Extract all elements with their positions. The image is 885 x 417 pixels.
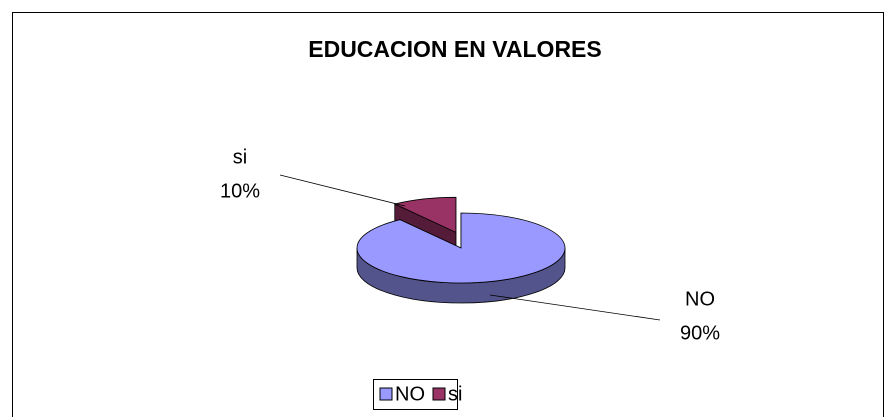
leader-line xyxy=(489,294,661,321)
legend-swatch xyxy=(379,387,393,401)
pie-slice xyxy=(393,196,457,233)
legend-label: si xyxy=(448,383,462,405)
data-label-name: si xyxy=(233,146,247,168)
pie-slice xyxy=(356,212,566,284)
data-label-value: 90% xyxy=(680,322,720,344)
leader-line xyxy=(279,174,406,207)
legend-label: NO xyxy=(395,383,425,405)
chart-title: EDUCACION EN VALORES xyxy=(308,36,602,62)
data-label-name: NO xyxy=(685,288,715,310)
legend-swatch xyxy=(432,387,446,401)
data-label-value: 10% xyxy=(220,180,260,202)
